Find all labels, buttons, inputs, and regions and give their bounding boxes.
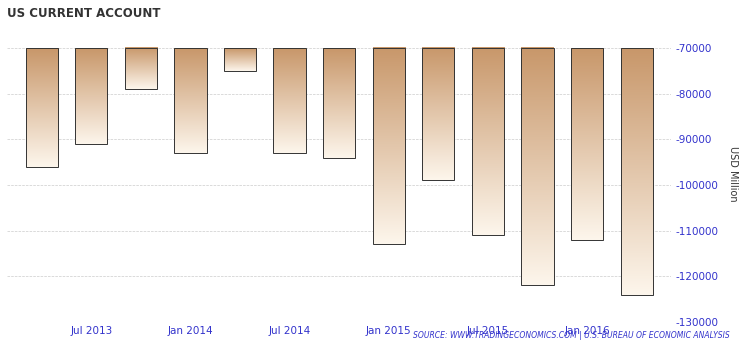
- Bar: [25, 48, 58, 167]
- Bar: [522, 48, 554, 285]
- Y-axis label: USD Million: USD Million: [728, 146, 738, 201]
- Text: US CURRENT ACCOUNT: US CURRENT ACCOUNT: [7, 7, 160, 20]
- Bar: [124, 48, 157, 89]
- Bar: [422, 48, 454, 180]
- Bar: [174, 48, 206, 153]
- Bar: [75, 48, 107, 144]
- Bar: [224, 48, 256, 71]
- Text: SOURCE: WWW.TRADINGECONOMICS.COM | U.S. BUREAU OF ECONOMIC ANALYSIS: SOURCE: WWW.TRADINGECONOMICS.COM | U.S. …: [413, 331, 730, 340]
- Bar: [323, 48, 355, 158]
- Bar: [372, 48, 405, 244]
- Bar: [621, 48, 653, 295]
- Bar: [472, 48, 504, 235]
- Bar: [571, 48, 603, 240]
- Bar: [273, 48, 305, 153]
